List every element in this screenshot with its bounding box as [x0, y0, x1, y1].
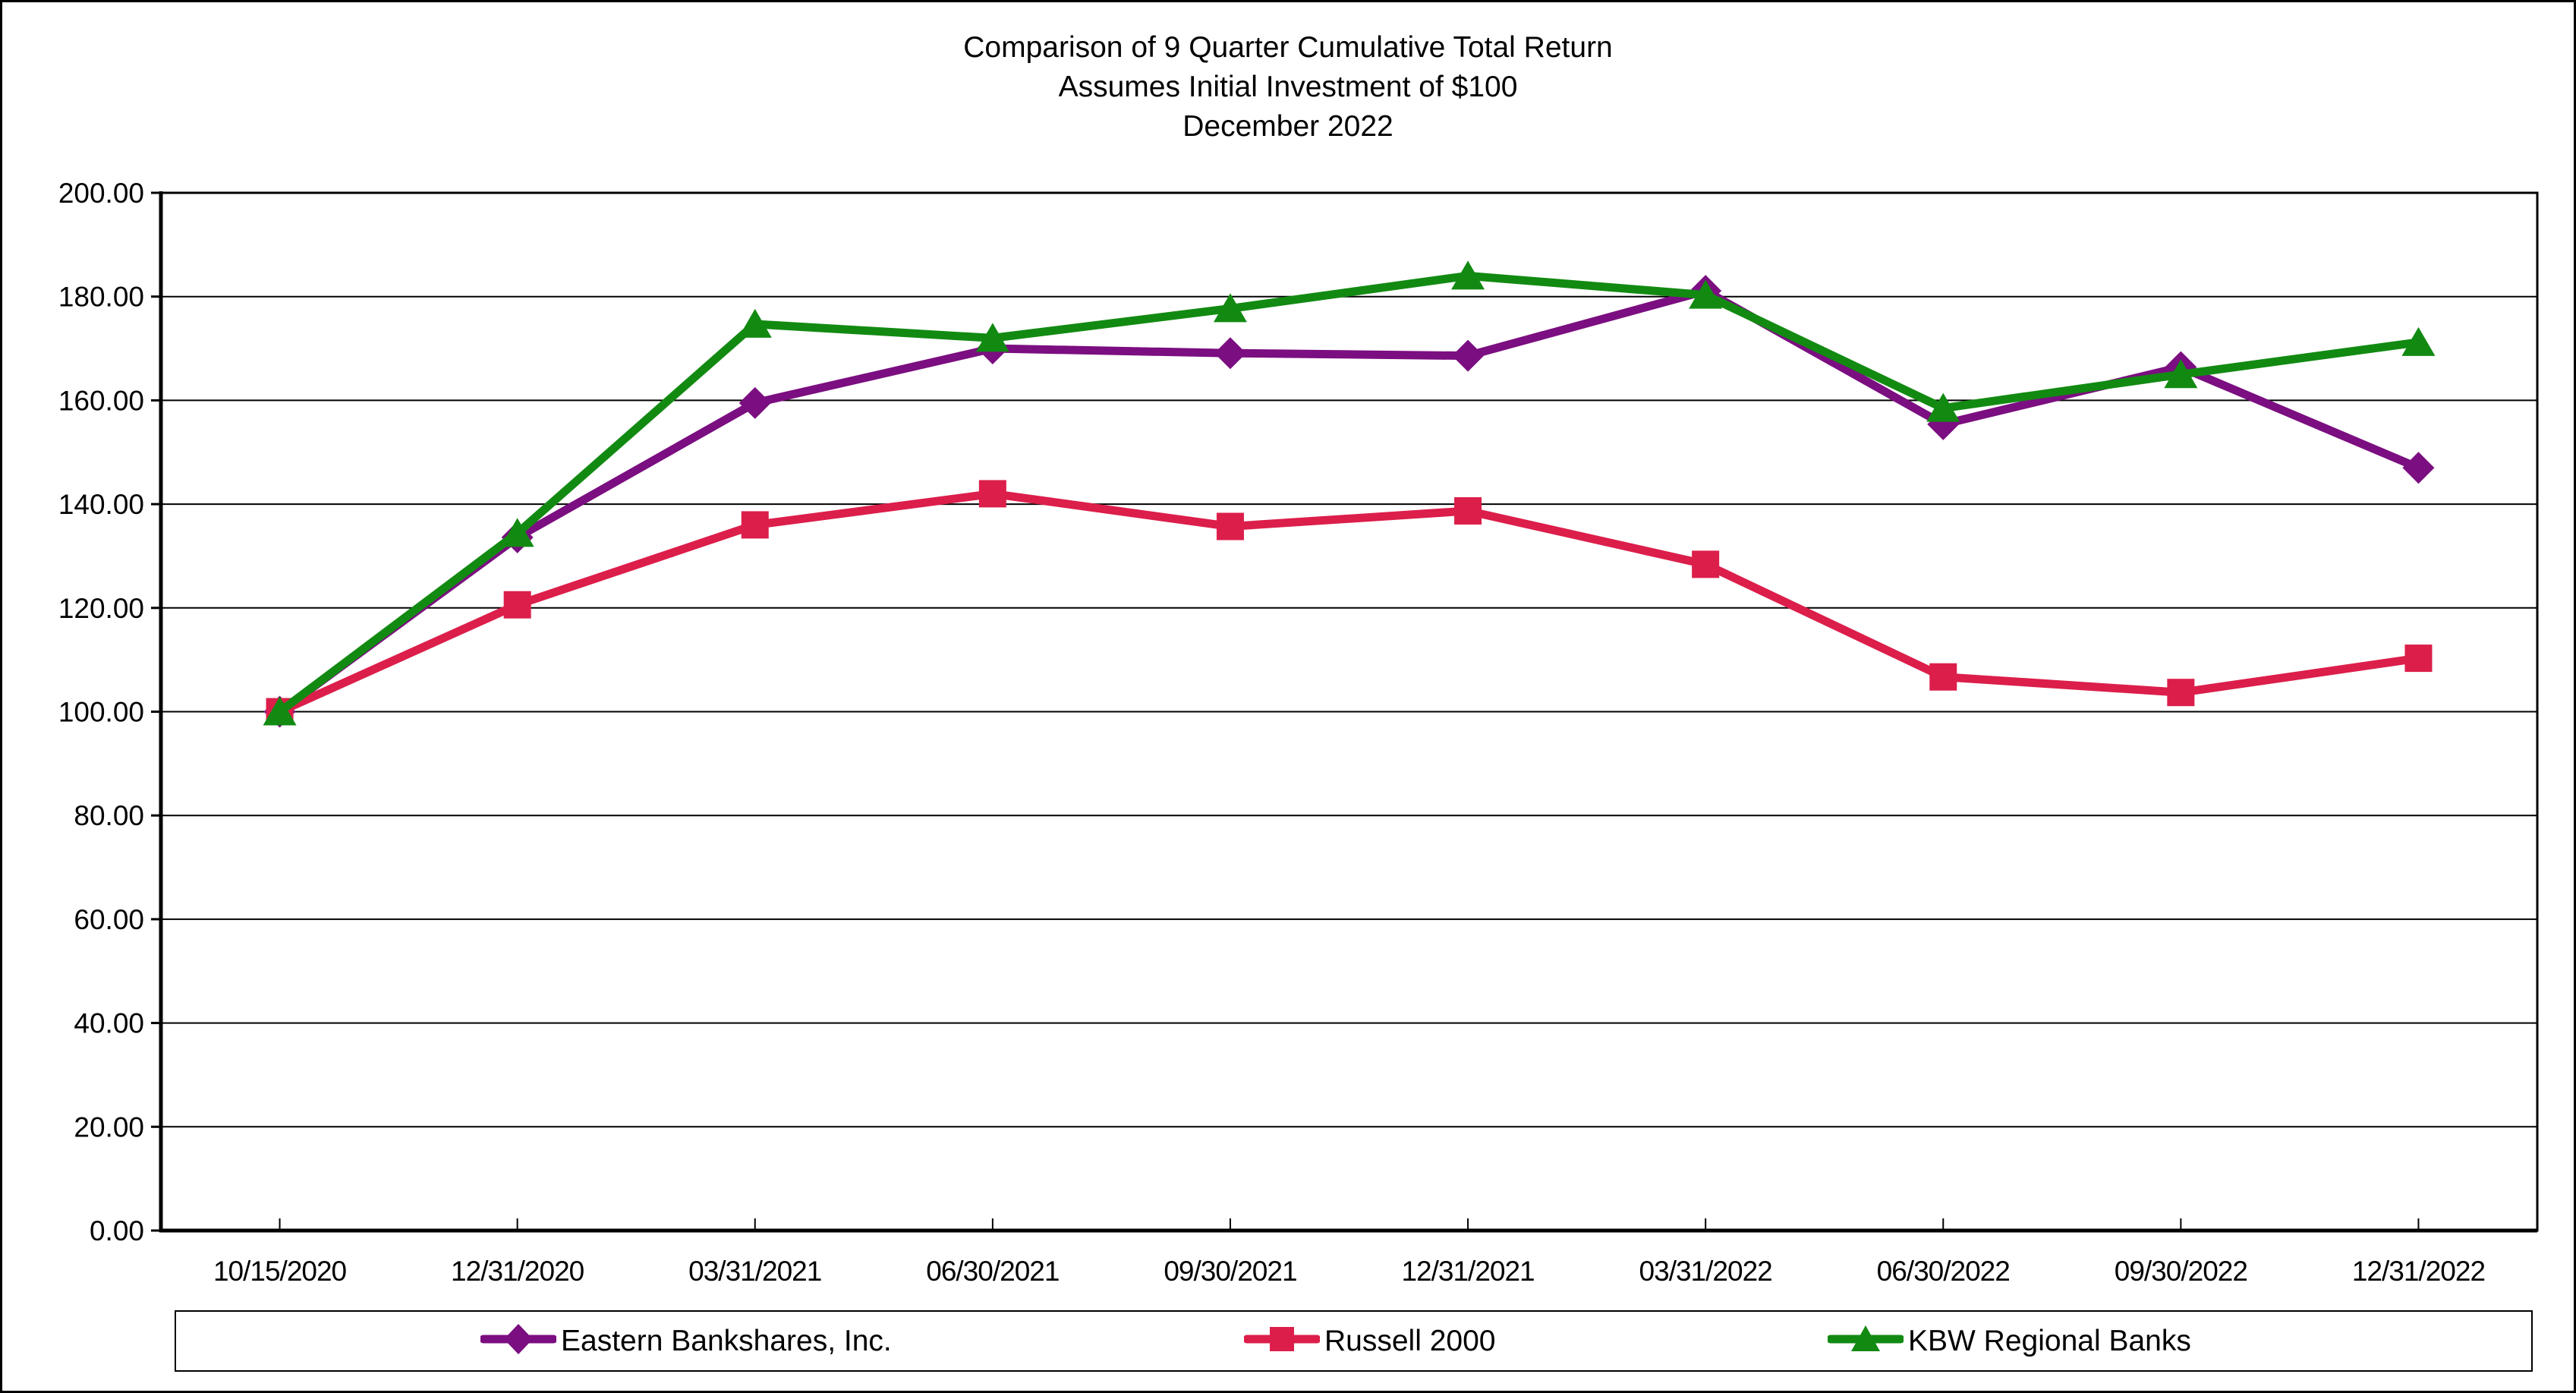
y-tick-label: 80.00 — [74, 800, 144, 831]
x-tick-label: 06/30/2021 — [926, 1256, 1059, 1287]
y-tick-label: 100.00 — [58, 697, 144, 728]
chart-title-block: Comparison of 9 Quarter Cumulative Total… — [2, 28, 2574, 147]
y-tick-label: 160.00 — [58, 385, 144, 416]
square-marker — [1454, 496, 1482, 525]
triangle-marker — [1926, 392, 1960, 422]
y-tick-label: 60.00 — [74, 904, 144, 935]
square-marker — [2404, 644, 2433, 673]
chart-legend: Eastern Bankshares, Inc. Russell 2000 KB… — [175, 1310, 2533, 1372]
legend-item-russell-2000: Russell 2000 — [1242, 1312, 1496, 1370]
triangle-marker — [738, 308, 772, 338]
x-tick-label: 12/31/2020 — [451, 1256, 584, 1287]
series-line-kbw-regional-banks — [277, 271, 2420, 715]
legend-label: Eastern Bankshares, Inc. — [561, 1324, 892, 1357]
legend-item-eastern-bankshares: Eastern Bankshares, Inc. — [479, 1312, 892, 1370]
triangle-marker — [263, 696, 297, 726]
y-tick-label: 20.00 — [74, 1111, 144, 1142]
diamond-marker — [1214, 337, 1246, 370]
diamond-marker-icon — [479, 1321, 558, 1361]
x-tick-label: 06/30/2022 — [1877, 1256, 2010, 1287]
legend-label: Russell 2000 — [1324, 1324, 1496, 1357]
square-marker — [503, 591, 531, 619]
x-tick-label: 12/31/2021 — [1401, 1256, 1534, 1287]
triangle-marker — [1213, 293, 1247, 323]
chart-title: Comparison of 9 Quarter Cumulative Total… — [963, 31, 1613, 64]
triangle-marker — [2401, 326, 2436, 356]
y-tick-label: 0.00 — [90, 1215, 144, 1246]
square-marker — [1929, 663, 1957, 691]
series-line-eastern-bankshares-inc — [277, 286, 2420, 715]
square-marker — [1692, 550, 1720, 578]
triangle-marker — [975, 323, 1009, 352]
square-marker — [978, 480, 1006, 508]
x-tick-label: 12/31/2022 — [2352, 1256, 2485, 1287]
legend-item-kbw-regional-banks: KBW Regional Banks — [1826, 1312, 2191, 1370]
y-tick-label: 180.00 — [58, 282, 144, 313]
diamond-marker — [2402, 452, 2435, 484]
y-tick-label: 120.00 — [58, 593, 144, 624]
y-tick-label: 40.00 — [74, 1008, 144, 1039]
triangle-marker — [2164, 359, 2198, 389]
square-marker — [741, 511, 769, 539]
series-line-russell-2000 — [278, 489, 2420, 716]
legend-label: KBW Regional Banks — [1908, 1324, 2191, 1357]
x-tick-label: 09/30/2021 — [1164, 1256, 1296, 1287]
x-tick-label: 10/15/2020 — [213, 1256, 347, 1287]
square-marker — [1216, 512, 1244, 540]
y-tick-label: 140.00 — [58, 489, 144, 520]
square-marker-icon — [1242, 1321, 1321, 1361]
chart-date: December 2022 — [1183, 110, 1393, 143]
triangle-marker — [500, 518, 534, 547]
square-marker — [2167, 679, 2195, 707]
y-tick-label: 200.00 — [58, 178, 144, 209]
chart-subtitle: Assumes Initial Investment of $100 — [1058, 71, 1518, 103]
triangle-marker-icon — [1826, 1321, 1905, 1361]
diamond-marker — [738, 386, 771, 419]
triangle-marker — [1451, 260, 1485, 290]
triangle-marker — [1689, 279, 1723, 309]
x-tick-label: 09/30/2022 — [2115, 1256, 2247, 1287]
x-tick-label: 03/31/2021 — [688, 1256, 821, 1287]
diamond-marker — [1452, 339, 1485, 372]
x-tick-label: 03/31/2022 — [1639, 1256, 1772, 1287]
